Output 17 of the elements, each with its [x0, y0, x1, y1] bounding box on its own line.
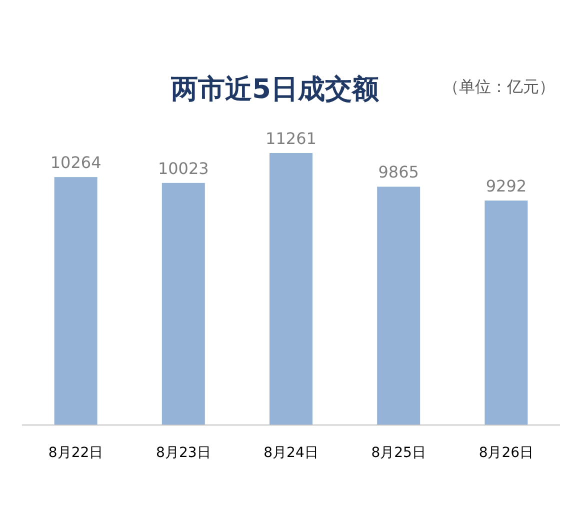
data-label: 9865 [378, 162, 419, 182]
bar [377, 186, 420, 425]
data-label: 10264 [50, 153, 102, 172]
bar [162, 182, 205, 425]
bar [270, 153, 312, 425]
data-label: 10023 [158, 158, 209, 178]
chart-title: 两市近5日成交额 [170, 74, 380, 105]
bar [54, 177, 98, 425]
bar [484, 200, 528, 425]
x-tick-label: 8月25日 [371, 445, 426, 461]
x-tick-label: 8月22日 [48, 445, 104, 461]
data-label: 9292 [486, 176, 527, 196]
x-tick-label: 8月26日 [478, 445, 534, 461]
x-tick-label: 8月24日 [264, 445, 318, 461]
text: （单位：亿元） [443, 77, 555, 96]
x-tick-label: 8月23日 [156, 445, 211, 461]
data-label: 11261 [266, 129, 316, 148]
